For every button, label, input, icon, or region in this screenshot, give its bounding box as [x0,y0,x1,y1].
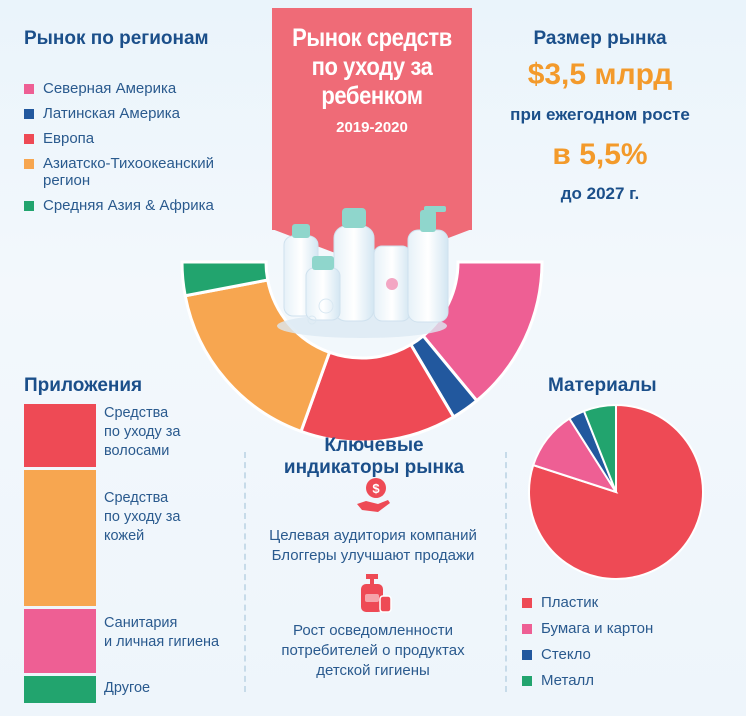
legend-item-glass: Стекло [522,646,722,663]
legend-swatch [522,598,532,608]
divider-right [505,452,507,692]
pie-slice [582,403,617,493]
indicator-item-2: Рост осведомленности потребителей о прод… [281,622,465,679]
regions-title: Рынок по регионам [24,28,209,49]
applications-title: Приложения [24,375,143,396]
legend-swatch [24,159,34,169]
legend-label: Металл [541,672,595,689]
legend-item-paper: Бумага и картон [522,620,722,637]
divider-left [244,452,246,692]
legend-label: Стекло [541,646,591,663]
app-label-skin: Средства по уходу за кожей [104,490,181,544]
legend-item-latin-america: Латинская Америка [24,105,274,122]
svg-text:$: $ [372,481,380,496]
legend-swatch [24,109,34,119]
legend-label: Пластик [541,594,599,611]
legend-swatch [522,650,532,660]
app-bar-segment [24,675,96,703]
app-bar-segment [24,404,96,468]
title-banner: Рынок средств по уходу за ребенком 2019-… [272,8,472,230]
legend-item-central-asia-africa: Средняя Азия & Африка [24,197,274,214]
hand-coin-icon: $ [357,478,390,512]
legend-label: Средняя Азия & Африка [43,197,214,214]
app-bar-segment [24,609,96,673]
legend-label: Бумага и картон [541,620,654,637]
market-growth-text: при ежегодном росте [510,105,690,124]
legend-swatch [522,676,532,686]
legend-item-plastic: Пластик [522,594,722,611]
legend-item-north-america: Северная Америка [24,80,274,97]
legend-label: Латинская Америка [43,105,181,122]
legend-label: Европа [43,130,95,147]
legend-item-metal: Металл [522,672,722,689]
lotion-bottle-icon [361,574,392,613]
regions-legend: Северная Америка Латинская Америка Европ… [24,80,274,222]
donut-slice [180,260,270,298]
legend-swatch [24,134,34,144]
indicator-item-1: Целевая аудитория компаний Блоггеры улуч… [269,527,477,564]
app-label-other: Другое [104,680,151,696]
market-size-title: Размер рынка [533,28,667,49]
market-until-year: до 2027 г. [560,184,640,203]
legend-label: Азиатско-Тихоокеанский регион [43,155,214,189]
baby-bottles-illustration [277,206,449,338]
legend-swatch [522,624,532,634]
legend-item-asia-pacific: Азиатско-Тихоокеанский регион [24,155,274,189]
market-growth-rate: в 5,5% [552,138,648,171]
materials-title: Материалы [548,375,657,396]
market-size-value: $3,5 млрд [527,58,673,91]
legend-item-europe: Европа [24,130,274,147]
materials-legend: Пластик Бумага и картон Стекло Металл [522,594,722,698]
app-label-hair: Средства по уходу за волосами [104,405,181,459]
indicators-title: Ключевые индикаторы рынка [283,435,465,478]
legend-label: Северная Америка [43,80,177,97]
materials-pie-chart [528,403,704,580]
legend-swatch [24,84,34,94]
app-bar-segment [24,470,96,607]
app-label-hygiene: Санитария и личная гигиена [104,615,220,650]
banner-years: 2019-2020 [336,119,408,136]
legend-swatch [24,201,34,211]
banner-title: Рынок средств по уходу за ребенком [292,24,452,110]
